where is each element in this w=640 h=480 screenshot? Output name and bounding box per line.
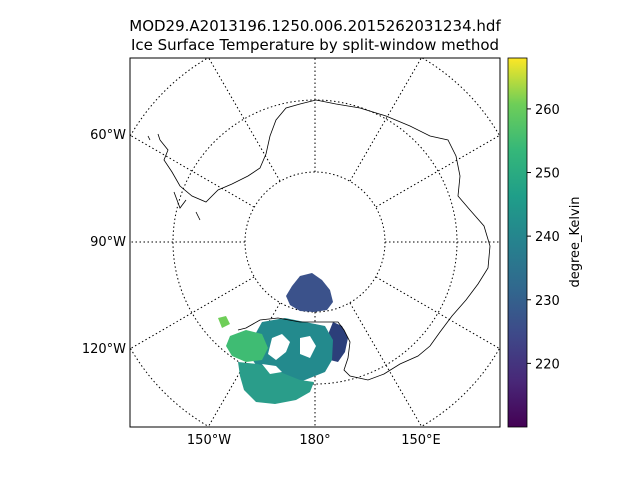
ice-temperature-data bbox=[218, 273, 348, 404]
lon-label-150e: 150°E bbox=[401, 433, 441, 448]
colorbar-tick-label: 220 bbox=[535, 357, 560, 372]
colorbar: 220 230 240 250 260 degree_Kelvin bbox=[507, 57, 583, 428]
white-gaps bbox=[262, 334, 316, 374]
lon-label-60w: 60°W bbox=[90, 128, 126, 143]
marie-byrd-teal bbox=[238, 362, 314, 404]
colorbar-tick-label: 260 bbox=[535, 103, 560, 118]
ross-sea-dark-patch bbox=[286, 273, 333, 312]
title-line-1: MOD29.A2013196.1250.006.2015262031234.hd… bbox=[129, 17, 501, 35]
colorbar-tick-label: 250 bbox=[535, 167, 560, 182]
lon-label-120w: 120°W bbox=[82, 342, 126, 357]
coastline bbox=[159, 99, 491, 381]
lon-label-90w: 90°W bbox=[90, 235, 126, 250]
lon-label-150w: 150°W bbox=[187, 433, 231, 448]
colorbar-gradient bbox=[507, 57, 528, 428]
map-frame bbox=[129, 57, 501, 428]
colorbar-ticks: 220 230 240 250 260 bbox=[527, 103, 560, 372]
title-line-2: Ice Surface Temperature by split-window … bbox=[131, 36, 499, 54]
coast-lightgreen bbox=[218, 316, 230, 328]
colorbar-label: degree_Kelvin bbox=[568, 196, 583, 287]
lon-label-180: 180° bbox=[299, 433, 330, 448]
colorbar-tick-label: 240 bbox=[535, 230, 560, 245]
peninsula-islands bbox=[147, 133, 201, 221]
amundsen-green bbox=[226, 330, 268, 362]
colorbar-tick-label: 230 bbox=[535, 294, 560, 309]
